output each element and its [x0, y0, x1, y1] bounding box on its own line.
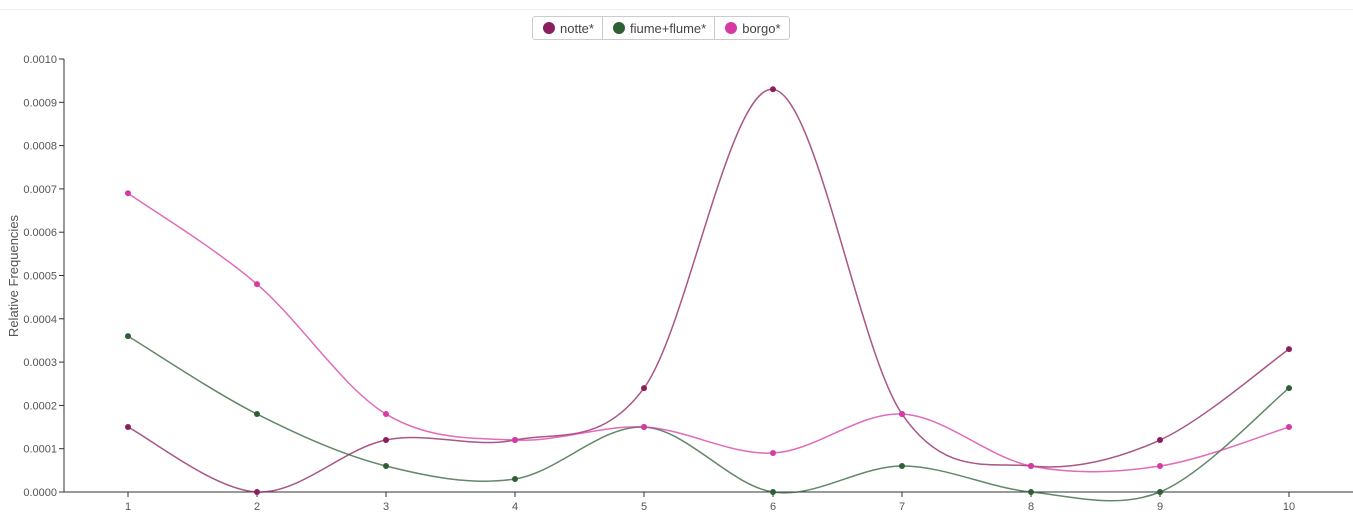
y-tick-label: 0.0001 — [23, 444, 57, 456]
legend-label-fiume: fiume+flume* — [629, 20, 707, 36]
data-point-borgo[interactable] — [1286, 424, 1292, 431]
data-point-borgo[interactable] — [1157, 463, 1163, 470]
y-axis-title: Relative Frequencies — [6, 214, 21, 337]
top-divider — [0, 9, 1353, 10]
legend-label-borgo: borgo* — [742, 20, 781, 36]
data-point-notte[interactable] — [254, 489, 260, 495]
y-tick-label: 0.0009 — [23, 97, 57, 109]
x-tick-label: 1 — [125, 501, 131, 513]
legend-label-notte: notte* — [560, 20, 594, 36]
data-point-fiume[interactable] — [254, 411, 260, 418]
data-point-fiume[interactable] — [899, 463, 905, 470]
x-tick-label: 3 — [383, 501, 389, 513]
data-point-notte[interactable] — [1157, 437, 1163, 444]
y-tick-label: 0.0010 — [23, 54, 57, 66]
y-tick-label: 0.0004 — [23, 314, 57, 326]
data-point-fiume[interactable] — [1286, 385, 1292, 392]
data-point-fiume[interactable] — [512, 476, 518, 483]
x-tick-label: 4 — [512, 501, 518, 513]
legend-dot-borgo — [725, 22, 738, 34]
legend-dot-fiume — [612, 22, 625, 34]
y-tick-label: 0.0006 — [23, 227, 57, 239]
data-point-notte[interactable] — [1286, 346, 1292, 353]
data-point-notte[interactable] — [125, 424, 131, 431]
data-point-fiume[interactable] — [770, 489, 776, 495]
data-point-borgo[interactable] — [1028, 463, 1034, 470]
data-point-notte[interactable] — [383, 437, 389, 444]
chart-legend: notte* fiume+flume* borgo* — [532, 16, 790, 40]
y-tick-label: 0.0002 — [23, 400, 57, 412]
x-tick-label: 7 — [899, 501, 905, 513]
data-point-borgo[interactable] — [512, 437, 518, 444]
y-tick-label: 0.0000 — [23, 487, 57, 499]
x-tick-label: 10 — [1283, 501, 1295, 513]
data-point-fiume[interactable] — [125, 333, 131, 340]
x-tick-label: 6 — [770, 501, 776, 513]
series-line-fiume — [127, 335, 1290, 502]
data-point-notte[interactable] — [770, 86, 776, 93]
x-tick-label: 8 — [1028, 501, 1034, 513]
x-axis: 1 2 3 4 5 6 7 8 9 10 — [64, 491, 1353, 513]
x-tick-label: 2 — [254, 501, 260, 513]
series-points — [125, 86, 1292, 495]
data-point-fiume[interactable] — [1028, 489, 1034, 495]
data-point-borgo[interactable] — [125, 190, 131, 197]
legend-item-fiume[interactable]: fiume+flume* — [601, 17, 714, 39]
series-lines — [127, 88, 1290, 502]
data-point-borgo[interactable] — [254, 281, 260, 288]
y-axis: 0.0000 0.0001 0.0002 0.0003 0.0004 0.0005 0.00… — [23, 54, 65, 499]
data-point-fiume[interactable] — [1157, 489, 1163, 495]
series-line-notte — [127, 88, 1290, 493]
legend-item-notte[interactable]: notte* — [533, 17, 602, 39]
y-tick-label: 0.0003 — [23, 357, 57, 369]
data-point-borgo[interactable] — [770, 450, 776, 457]
y-tick-label: 0.0008 — [23, 141, 57, 153]
x-tick-label: 9 — [1157, 501, 1163, 513]
legend-item-borgo[interactable]: borgo* — [714, 17, 788, 39]
data-point-notte[interactable] — [641, 385, 647, 392]
y-tick-label: 0.0007 — [23, 184, 57, 196]
data-point-borgo[interactable] — [899, 411, 905, 418]
y-tick-label: 0.0005 — [23, 271, 57, 283]
data-point-borgo[interactable] — [641, 424, 647, 431]
data-point-borgo[interactable] — [383, 411, 389, 418]
data-point-fiume[interactable] — [383, 463, 389, 470]
x-tick-label: 5 — [641, 501, 647, 513]
legend-dot-notte — [543, 22, 555, 34]
series-line-borgo — [127, 192, 1290, 473]
